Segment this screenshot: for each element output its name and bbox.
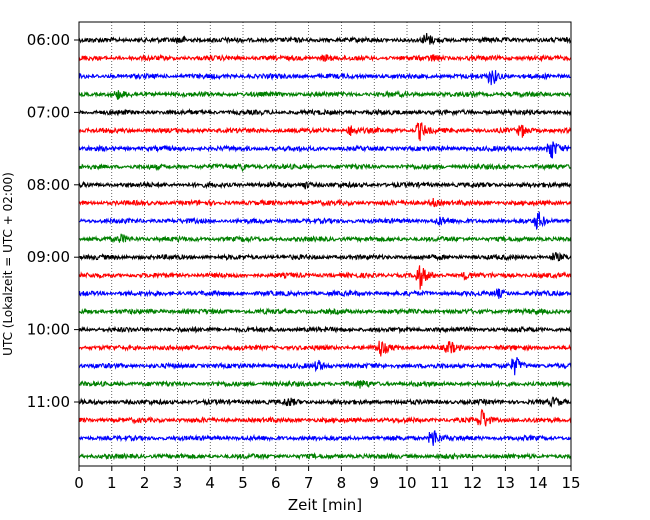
- x-tick-label: 6: [271, 474, 281, 492]
- x-tick-label: 3: [173, 474, 183, 492]
- trace-0830: [78, 211, 572, 231]
- x-tick-label: 5: [238, 474, 248, 492]
- grid-lines: [111, 22, 539, 466]
- seismic-traces: [78, 32, 572, 461]
- x-tick-label: 1: [107, 474, 117, 492]
- y-tick-label: 06:00: [27, 31, 70, 49]
- trace-0615: [78, 53, 572, 63]
- trace-0745: [78, 162, 572, 173]
- x-tick-label: 15: [561, 474, 580, 492]
- trace-0930: [78, 288, 572, 299]
- trace-0700: [78, 108, 572, 117]
- trace-1130: [78, 430, 572, 446]
- trace-1100: [78, 396, 572, 408]
- trace-1000: [78, 325, 572, 335]
- y-tick-label: 09:00: [27, 248, 70, 266]
- y-tick-label: 11:00: [27, 393, 70, 411]
- trace-0945: [78, 307, 572, 316]
- trace-0845: [78, 233, 572, 244]
- trace-0800: [78, 180, 572, 190]
- trace-0815: [78, 197, 572, 208]
- x-tick-label: 14: [529, 474, 548, 492]
- x-tick-label: 0: [74, 474, 84, 492]
- trace-0915: [78, 265, 572, 290]
- x-tick-label: 7: [304, 474, 314, 492]
- trace-0600: [78, 32, 572, 46]
- x-axis-label: Zeit [min]: [288, 496, 362, 514]
- x-tick-label: 13: [496, 474, 515, 492]
- x-tick-label: 10: [397, 474, 416, 492]
- trace-1045: [78, 379, 572, 389]
- trace-0630: [78, 70, 572, 86]
- y-axis-ticks: 06:00 07:00 08:00 09:00 10:00 11:00: [27, 31, 79, 411]
- trace-0900: [78, 251, 572, 262]
- plot-frame: [78, 21, 572, 467]
- x-tick-label: 9: [369, 474, 379, 492]
- trace-0715: [78, 122, 572, 142]
- x-axis-ticks: 0 1 2 3 4 5 6 7 8 9 10 11 12 13 14 15: [74, 466, 581, 492]
- trace-1015: [78, 340, 572, 357]
- trace-1145: [78, 452, 572, 461]
- y-tick-label: 07:00: [27, 103, 70, 121]
- x-tick-label: 4: [205, 474, 215, 492]
- y-tick-label: 10:00: [27, 321, 70, 339]
- trace-0730: [78, 141, 572, 159]
- trace-0645: [78, 89, 572, 100]
- x-tick-label: 12: [463, 474, 482, 492]
- y-axis-label: UTC (Lokalzeit = UTC + 02:00): [1, 172, 15, 356]
- trace-1115: [78, 408, 572, 427]
- x-tick-label: 11: [430, 474, 449, 492]
- x-tick-label: 8: [337, 474, 347, 492]
- trace-1030: [78, 357, 572, 376]
- y-tick-label: 08:00: [27, 176, 70, 194]
- x-tick-label: 2: [140, 474, 150, 492]
